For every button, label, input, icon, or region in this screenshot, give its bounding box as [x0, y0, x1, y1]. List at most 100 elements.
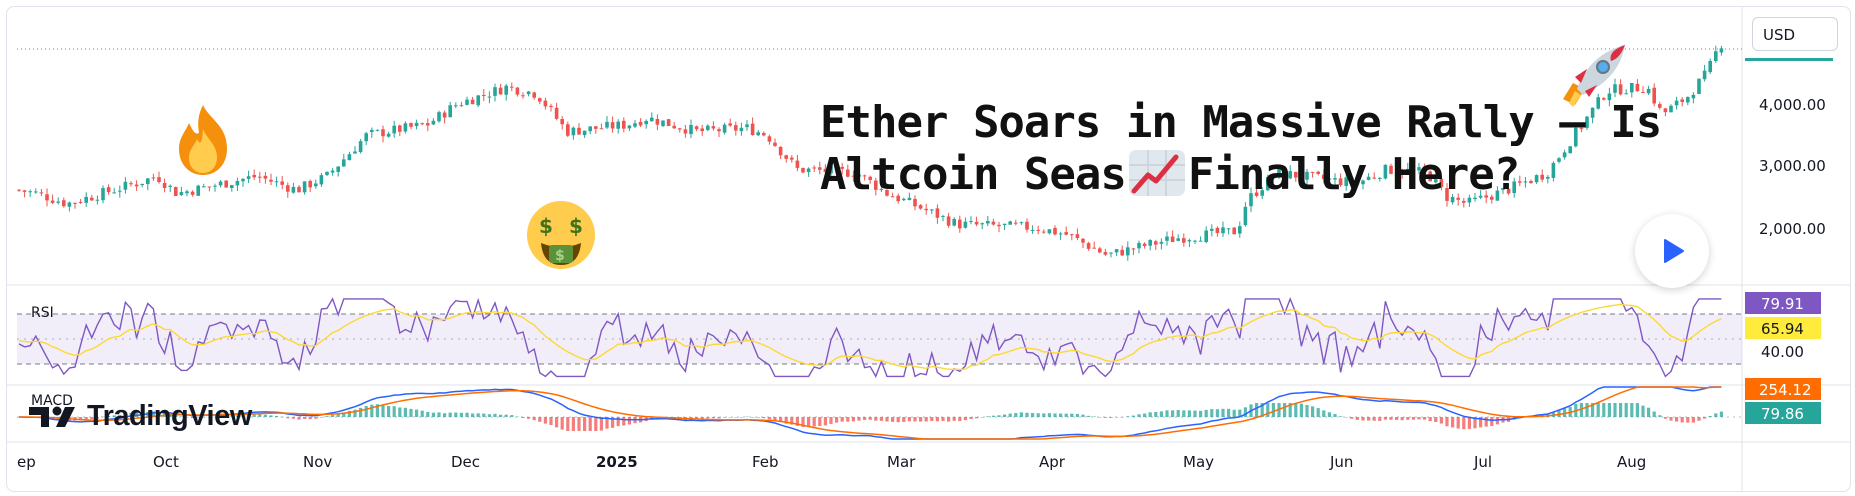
candle-body	[319, 175, 324, 185]
candle-body	[291, 186, 296, 193]
candle-body	[700, 128, 704, 132]
macd-histogram-bar	[1719, 411, 1723, 417]
macd-histogram-bar	[829, 417, 833, 424]
candle-body	[1232, 227, 1236, 235]
rsi-ma-line	[18, 303, 1722, 371]
candle-body	[1254, 192, 1259, 196]
candle-body	[1372, 177, 1376, 179]
candle-body	[1378, 177, 1382, 179]
macd-histogram-bar	[1613, 403, 1617, 417]
macd-histogram-bar	[1288, 403, 1292, 417]
candle-body	[1277, 168, 1281, 177]
tradingview-logo[interactable]: TradingView	[29, 399, 252, 433]
tradingview-logo-icon	[29, 406, 75, 427]
candle-body	[370, 129, 374, 133]
candle-body	[1534, 175, 1539, 183]
macd-histogram-bar	[1115, 417, 1119, 418]
candle-body	[314, 183, 318, 187]
candle-body	[1014, 222, 1018, 224]
macd-histogram-bar	[79, 417, 83, 421]
candle-body	[1585, 116, 1589, 128]
candle-body	[1103, 252, 1108, 255]
macd-histogram-bar	[448, 412, 452, 417]
macd-histogram-bar	[952, 417, 956, 421]
macd-histogram-bar	[1327, 412, 1331, 417]
macd-histogram-bar	[1579, 403, 1583, 417]
macd-histogram-bar	[1557, 410, 1561, 417]
macd-histogram-bar	[1652, 411, 1656, 417]
macd-histogram-bar	[1081, 414, 1085, 417]
macd-histogram-bar	[387, 406, 391, 417]
macd-histogram-bar	[1596, 403, 1600, 417]
candle-body	[73, 202, 77, 204]
macd-histogram-bar	[706, 417, 710, 419]
candle-body	[560, 119, 564, 125]
macd-histogram-bar	[291, 417, 295, 419]
candle-body	[515, 87, 520, 95]
macd-histogram-bar	[353, 409, 357, 417]
candle-body	[1361, 180, 1365, 185]
candle-body	[1540, 174, 1544, 180]
macd-histogram-bar	[588, 417, 592, 431]
money-mouth-emoji-icon: $ $ $	[527, 201, 595, 269]
macd-histogram-bar	[1395, 417, 1399, 420]
macd-histogram-bar	[1109, 417, 1113, 418]
candle-body	[851, 175, 856, 177]
candle-body	[1282, 168, 1287, 178]
candle-body	[241, 178, 245, 182]
candle-body	[258, 176, 262, 178]
macd-histogram-bar	[1479, 417, 1483, 428]
macd-histogram-bar	[112, 415, 116, 417]
macd-histogram-bar	[1333, 413, 1337, 417]
candle-body	[129, 183, 133, 185]
candle-body	[1411, 169, 1416, 171]
macd-histogram-bar	[762, 417, 766, 419]
macd-histogram-bar	[745, 416, 749, 418]
macd-histogram-bar	[1227, 408, 1231, 417]
macd-histogram-bar	[1171, 410, 1175, 417]
candle-body	[1316, 171, 1320, 174]
candle-body	[986, 220, 990, 224]
macd-histogram-bar	[1658, 415, 1662, 417]
candle-body	[1574, 127, 1578, 147]
candle-body	[582, 130, 587, 136]
macd-histogram-bar	[1126, 416, 1130, 417]
candle-body	[381, 129, 385, 137]
play-button[interactable]	[1635, 214, 1709, 288]
macd-histogram-bar	[1098, 417, 1102, 418]
candle-body	[566, 124, 570, 136]
macd-histogram-bar	[941, 417, 945, 421]
macd-histogram-bar	[1159, 411, 1163, 417]
tradingview-logo-text: TradingView	[87, 399, 252, 432]
macd-histogram-bar	[90, 417, 94, 419]
macd-histogram-bar	[370, 404, 374, 417]
macd-histogram-bar	[924, 417, 928, 422]
macd-histogram-bar	[1389, 417, 1393, 420]
candle-body	[174, 187, 178, 197]
candle-body	[22, 190, 27, 192]
candle-body	[157, 177, 161, 183]
macd-histogram-bar	[835, 417, 839, 423]
macd-histogram-bar	[179, 416, 183, 418]
macd-histogram-bar	[555, 417, 559, 428]
macd-histogram-bar	[868, 417, 872, 420]
candle-body	[1646, 88, 1651, 94]
candle-body	[1198, 240, 1203, 242]
candle-body	[739, 127, 744, 132]
macd-histogram-bar	[1462, 417, 1466, 430]
candle-body	[252, 174, 256, 178]
macd-histogram-bar	[224, 416, 228, 418]
candle-body	[638, 121, 643, 126]
currency-selector[interactable]: USD	[1752, 17, 1838, 51]
candle-body	[1154, 241, 1158, 245]
candle-body	[1142, 243, 1147, 247]
rsi-value-tag	[1745, 292, 1821, 314]
candle-body	[1568, 146, 1572, 154]
macd-histogram-bar	[1714, 413, 1718, 417]
macd-histogram-bar	[795, 417, 799, 426]
macd-histogram-bar	[459, 412, 463, 417]
macd-line	[18, 386, 1722, 440]
macd-histogram-bar	[1361, 417, 1365, 421]
candle-body	[913, 198, 917, 207]
macd-histogram-bar	[230, 416, 234, 417]
